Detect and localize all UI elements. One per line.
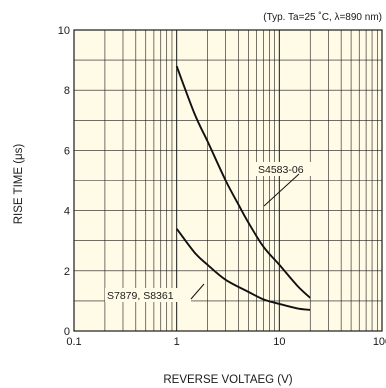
y-tick-label: 0 (64, 326, 70, 338)
y-axis-title: RISE TIME (μs) (13, 144, 25, 225)
tick-labels: 0.1 1 10 100 0 2 4 6 8 10 (58, 25, 386, 348)
x-axis-title: REVERSE VOLTAEG (V) (163, 374, 292, 386)
grid (73, 30, 382, 331)
chart-note: (Typ. Ta=25 ˚C, λ=890 nm) (263, 11, 382, 23)
curves (175, 65, 311, 311)
x-tick-label: 10 (273, 336, 285, 348)
y-tick-label: 6 (64, 145, 70, 157)
label-s7879-s8361-bg (105, 288, 191, 302)
x-tick-label: 100 (373, 336, 386, 348)
label-s4583-06-leader (263, 173, 300, 207)
label-s7879-s8361-leader (190, 283, 205, 300)
y-tick-label: 2 (64, 266, 70, 278)
label-s4583-06-bg (256, 162, 318, 176)
x-tick-label: 0.1 (66, 336, 81, 348)
series-line-s7879-s8361 (175, 228, 311, 311)
plot-frame (73, 29, 383, 332)
y-tick-label: 4 (64, 206, 70, 218)
x-tick-label: 1 (174, 336, 180, 348)
series-line-s4583-06 (175, 65, 311, 299)
label-s4583-06: S4583-06 (258, 164, 304, 176)
series-labels: S4583-06 S7879, S8361 (105, 162, 318, 302)
label-s7879-s8361: S7879, S8361 (107, 290, 174, 302)
y-tick-label: 8 (64, 85, 70, 97)
y-tick-label: 10 (58, 25, 70, 37)
